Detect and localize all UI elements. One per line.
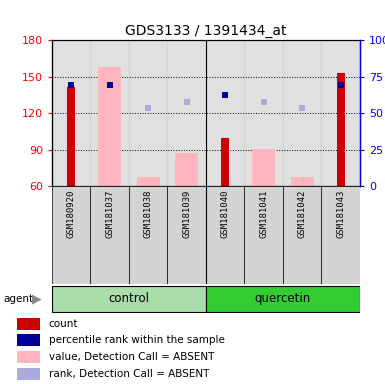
Text: percentile rank within the sample: percentile rank within the sample <box>49 335 225 346</box>
Text: value, Detection Call = ABSENT: value, Detection Call = ABSENT <box>49 352 214 362</box>
Text: quercetin: quercetin <box>255 292 311 305</box>
Bar <box>283 40 321 186</box>
Bar <box>52 40 90 186</box>
Text: agent: agent <box>4 293 34 304</box>
FancyBboxPatch shape <box>52 186 90 284</box>
Bar <box>17 351 40 363</box>
Text: GSM181039: GSM181039 <box>182 189 191 238</box>
Text: GSM181041: GSM181041 <box>259 189 268 238</box>
Text: ▶: ▶ <box>32 292 41 305</box>
Title: GDS3133 / 1391434_at: GDS3133 / 1391434_at <box>125 24 287 38</box>
Bar <box>252 149 275 186</box>
Text: GSM181037: GSM181037 <box>105 189 114 238</box>
Text: GSM180920: GSM180920 <box>67 189 76 238</box>
Text: rank, Detection Call = ABSENT: rank, Detection Call = ABSENT <box>49 369 209 379</box>
Bar <box>67 86 75 186</box>
Bar <box>17 368 40 380</box>
FancyBboxPatch shape <box>167 186 206 284</box>
Text: GSM181040: GSM181040 <box>221 189 230 238</box>
Bar <box>175 154 198 186</box>
Bar <box>337 73 345 186</box>
Bar <box>17 318 40 329</box>
FancyBboxPatch shape <box>52 286 206 311</box>
FancyBboxPatch shape <box>206 286 360 311</box>
FancyBboxPatch shape <box>321 186 360 284</box>
FancyBboxPatch shape <box>283 186 321 284</box>
Bar <box>221 137 229 186</box>
Bar <box>129 40 167 186</box>
Text: GSM181038: GSM181038 <box>144 189 153 238</box>
Bar <box>291 177 314 186</box>
Bar <box>98 67 121 186</box>
Text: control: control <box>109 292 149 305</box>
Bar <box>206 40 244 186</box>
Bar <box>137 177 160 186</box>
FancyBboxPatch shape <box>244 186 283 284</box>
Bar <box>167 40 206 186</box>
Bar <box>321 40 360 186</box>
Bar <box>90 40 129 186</box>
FancyBboxPatch shape <box>90 186 129 284</box>
Text: GSM181042: GSM181042 <box>298 189 307 238</box>
FancyBboxPatch shape <box>206 186 244 284</box>
Text: GSM181043: GSM181043 <box>336 189 345 238</box>
Bar <box>17 334 40 346</box>
Bar <box>244 40 283 186</box>
Text: count: count <box>49 319 78 329</box>
FancyBboxPatch shape <box>129 186 167 284</box>
